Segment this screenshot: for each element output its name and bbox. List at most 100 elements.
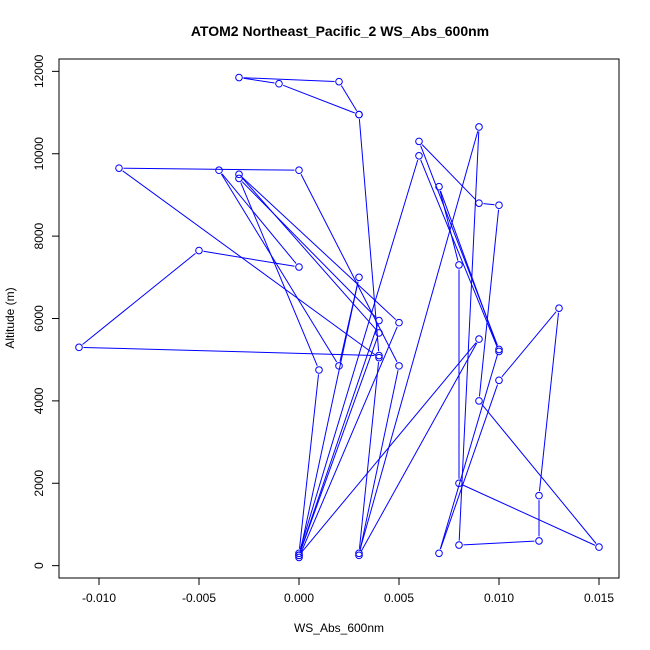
data-point bbox=[355, 110, 363, 119]
series-segment bbox=[241, 177, 397, 320]
y-axis: 0 2000 4000 6000 8000 10000 12000 bbox=[32, 54, 60, 569]
series-segment bbox=[458, 131, 480, 541]
data-point bbox=[355, 273, 363, 282]
x-tick-label: -0.010 bbox=[82, 591, 116, 605]
data-point bbox=[75, 343, 83, 352]
y-tick-label: 2000 bbox=[32, 470, 46, 497]
series-segment bbox=[83, 346, 375, 356]
x-axis-label: WS_Abs_600nm bbox=[294, 621, 384, 635]
series-segment bbox=[421, 144, 477, 201]
data-point bbox=[455, 541, 463, 549]
data-point bbox=[215, 166, 223, 175]
y-tick-label: 8000 bbox=[32, 222, 46, 249]
series-segment bbox=[220, 173, 338, 363]
data-point bbox=[195, 246, 203, 255]
series-segment bbox=[298, 374, 320, 549]
data-point bbox=[375, 351, 383, 360]
series-segment bbox=[462, 484, 596, 546]
y-tick-label: 12000 bbox=[32, 54, 46, 88]
data-point bbox=[235, 73, 243, 82]
y-tick-label: 0 bbox=[32, 562, 46, 569]
data-point bbox=[375, 316, 383, 325]
data-point bbox=[295, 263, 303, 271]
y-tick-label: 4000 bbox=[32, 387, 46, 414]
series-segment bbox=[439, 190, 459, 261]
data-point bbox=[415, 137, 423, 146]
data-point bbox=[295, 549, 303, 558]
data-point bbox=[235, 170, 243, 179]
data-point bbox=[495, 347, 503, 356]
data-point bbox=[275, 79, 283, 88]
data-point bbox=[535, 537, 543, 545]
data-point bbox=[495, 201, 503, 210]
data-point bbox=[535, 491, 543, 500]
y-axis-label: Altitude (m) bbox=[3, 287, 17, 348]
data-point bbox=[295, 166, 303, 175]
data-point bbox=[495, 345, 503, 354]
data-point bbox=[335, 362, 343, 370]
series-segment bbox=[123, 167, 295, 171]
data-point bbox=[435, 549, 443, 558]
series-segment bbox=[243, 77, 275, 84]
series-segment bbox=[478, 209, 500, 397]
series-segment bbox=[340, 85, 358, 112]
data-point bbox=[355, 549, 363, 558]
series-segment bbox=[439, 353, 499, 550]
data-point bbox=[475, 123, 483, 131]
data-point bbox=[355, 551, 363, 560]
data-point bbox=[315, 366, 323, 374]
series-segment bbox=[299, 324, 379, 552]
data-point bbox=[395, 318, 403, 327]
series-segment bbox=[358, 362, 380, 549]
series-segment bbox=[122, 170, 376, 356]
data-point bbox=[415, 151, 423, 160]
series-segment bbox=[241, 181, 377, 318]
series-segment bbox=[240, 182, 318, 367]
series-segment bbox=[241, 177, 377, 330]
x-axis: -0.010 -0.005 0.000 0.005 0.010 0.015 bbox=[82, 577, 614, 605]
data-point bbox=[455, 479, 463, 488]
data-point bbox=[475, 199, 483, 207]
series-segment bbox=[501, 311, 557, 378]
series-segment bbox=[283, 84, 355, 114]
series-segment bbox=[440, 384, 498, 550]
x-tick-label: 0.005 bbox=[384, 591, 414, 605]
series-segment bbox=[481, 404, 597, 544]
series-segment bbox=[203, 250, 295, 267]
data-point bbox=[455, 261, 463, 269]
data-point bbox=[495, 376, 503, 385]
chart-title: ATOM2 Northeast_Pacific_2 WS_Abs_600nm bbox=[191, 23, 489, 39]
series-segment bbox=[420, 145, 498, 346]
data-point bbox=[395, 362, 403, 370]
series-segment bbox=[221, 173, 297, 264]
data-point bbox=[555, 304, 563, 313]
series-segment bbox=[360, 342, 478, 552]
data-point bbox=[295, 553, 303, 562]
data-point bbox=[295, 551, 303, 560]
data-point bbox=[435, 182, 443, 191]
series-segment bbox=[359, 131, 479, 550]
data-point bbox=[375, 353, 383, 362]
y-tick-label: 10000 bbox=[32, 137, 46, 171]
series-segment bbox=[299, 281, 359, 554]
data-point bbox=[235, 174, 243, 183]
series-segment bbox=[463, 540, 535, 546]
series-segment bbox=[82, 252, 196, 345]
data-point bbox=[595, 543, 603, 551]
series-segment bbox=[483, 203, 495, 206]
series-segment bbox=[299, 159, 419, 550]
data-point bbox=[375, 329, 383, 337]
series-segment bbox=[538, 312, 560, 492]
data-point bbox=[335, 77, 343, 86]
series-segment bbox=[243, 77, 335, 82]
x-tick-label: -0.005 bbox=[182, 591, 216, 605]
x-tick-label: 0.000 bbox=[284, 591, 314, 605]
plot-frame bbox=[58, 58, 620, 579]
series-segment bbox=[359, 370, 399, 552]
data-series bbox=[75, 73, 603, 562]
y-tick-label: 6000 bbox=[32, 305, 46, 332]
x-tick-label: 0.010 bbox=[484, 591, 514, 605]
series-segment bbox=[420, 159, 498, 348]
data-point bbox=[475, 397, 483, 405]
